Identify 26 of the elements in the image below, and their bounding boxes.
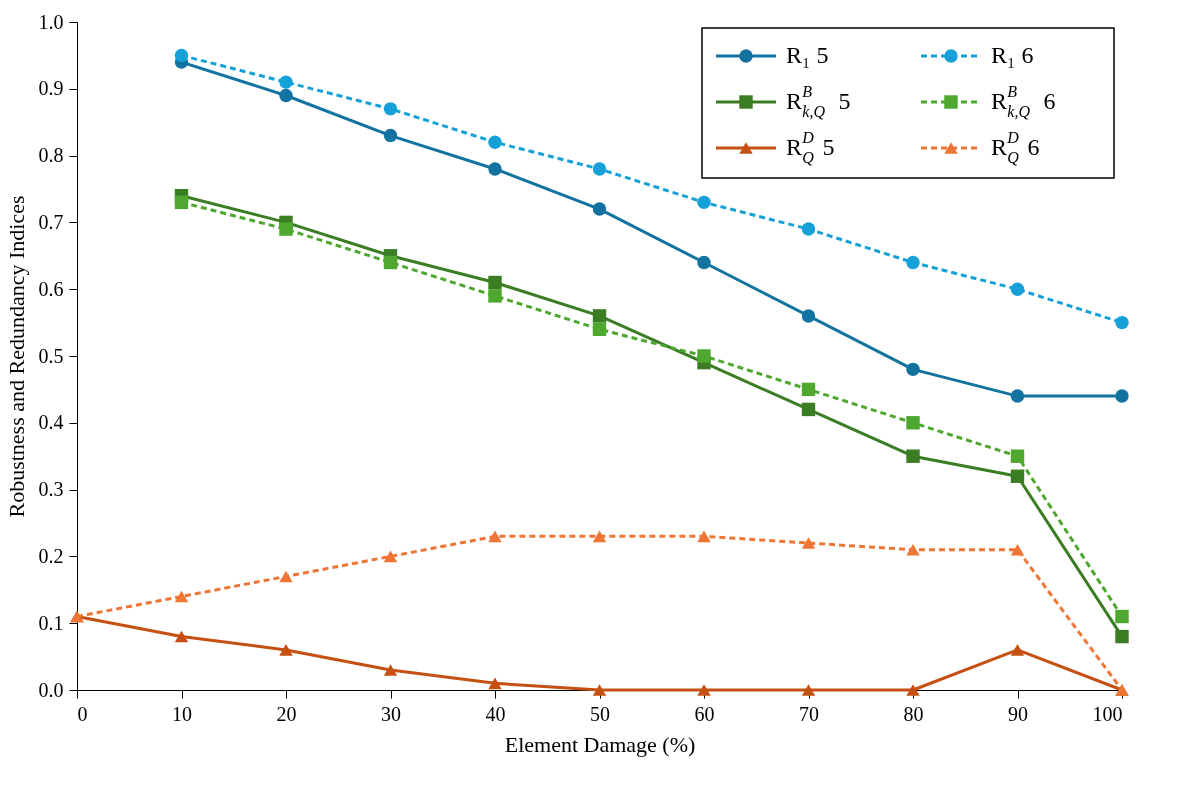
x-tick-label: 10 xyxy=(172,702,192,725)
y-tick-label: 0.0 xyxy=(38,678,64,701)
y-tick-label: 1.0 xyxy=(38,10,64,33)
y-tick-label: 0.5 xyxy=(38,344,64,367)
legend-label: R₁ 6 xyxy=(991,42,1034,68)
y-tick-label: 0.8 xyxy=(38,144,64,167)
x-tick-label: 70 xyxy=(799,702,819,725)
y-tick-label: 0.9 xyxy=(38,77,64,100)
x-tick-label: 20 xyxy=(276,702,297,725)
x-tick-label: 100 xyxy=(1092,702,1123,725)
x-tick-label: 40 xyxy=(485,702,506,725)
x-axis-title: Element Damage (%) xyxy=(504,731,696,757)
x-tick-label: 0 xyxy=(77,702,88,725)
x-tick-label: 50 xyxy=(590,702,610,725)
x-tick-label: 30 xyxy=(381,702,401,725)
y-tick-label: 0.1 xyxy=(38,611,64,634)
y-tick-label: 0.7 xyxy=(38,210,64,233)
legend-label: R₁ 5 xyxy=(786,42,829,68)
y-tick-label: 0.4 xyxy=(38,411,64,434)
x-tick-label: 60 xyxy=(694,702,715,725)
y-tick-label: 0.6 xyxy=(38,277,64,300)
x-tick-label: 90 xyxy=(1008,702,1028,725)
y-axis-title: Robustness and Redundancy Indices xyxy=(3,195,29,518)
y-tick-label: 0.3 xyxy=(38,478,64,501)
y-tick-label: 0.2 xyxy=(38,544,64,567)
x-tick-label: 80 xyxy=(903,702,924,725)
